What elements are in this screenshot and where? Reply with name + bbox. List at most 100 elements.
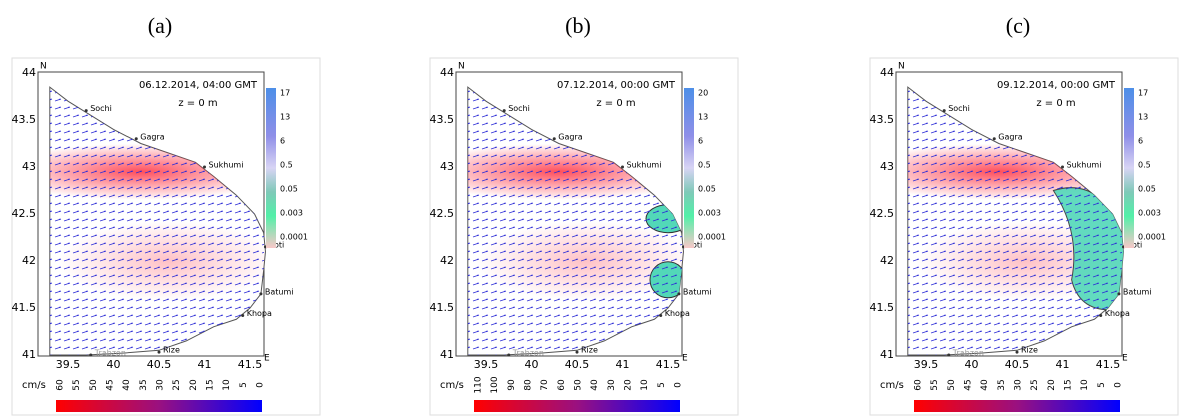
depth: z = 0 m [178, 98, 217, 109]
speed-tick-label: 15 [1064, 379, 1074, 390]
city-label: Trabzon [952, 349, 984, 358]
concentration-label: 13 [1138, 113, 1148, 122]
concentration-label: 0.5 [698, 161, 711, 170]
datetime: 09.12.2014, 00:00 GMT [997, 80, 1116, 91]
speed-tick-label: 30 [1014, 379, 1024, 391]
city-marker [507, 353, 511, 357]
east-label: E [682, 354, 688, 364]
panel-label: (b) [565, 13, 591, 38]
y-tick-label: 42.5 [870, 207, 895, 220]
concentration-label: 0.003 [1138, 209, 1161, 218]
concentration-label: 17 [1138, 89, 1148, 98]
city-label: Gagra [998, 132, 1022, 141]
x-tick-label: 40 [965, 358, 979, 371]
speed-unit: cm/s [880, 380, 904, 391]
speed-tick-label: 0 [674, 382, 684, 388]
concentration-label: 0.5 [280, 161, 293, 170]
city-marker [502, 109, 506, 113]
speed-tick-label: 55 [930, 379, 940, 390]
city-label: Sukhumi [627, 161, 662, 170]
concentration-label: 20 [698, 89, 708, 98]
north-label: N [898, 62, 905, 72]
y-tick-label: 41.5 [12, 301, 37, 314]
depth: z = 0 m [596, 98, 635, 109]
city-marker [157, 350, 161, 354]
speed-tick-label: 40 [590, 379, 600, 391]
city-label: Batumi [265, 287, 294, 296]
speed-tick-label: 45 [106, 379, 116, 390]
city-marker [203, 165, 206, 169]
city-marker [992, 137, 996, 141]
city-marker [241, 314, 245, 318]
x-tick-label: 39.5 [56, 358, 81, 371]
y-tick-label: 41 [880, 348, 894, 361]
city-label: Sukhumi [1067, 161, 1102, 170]
concentration-bar [266, 88, 276, 248]
speed-bar [56, 400, 262, 412]
speed-tick-label: 10 [1080, 379, 1090, 391]
speed-tick-label: 50 [89, 379, 99, 391]
depth: z = 0 m [1036, 98, 1075, 109]
concentration-label: 17 [280, 89, 290, 98]
concentration-label: 0.0001 [1138, 233, 1166, 242]
y-tick-label: 41.5 [430, 301, 455, 314]
y-tick-label: 41 [22, 348, 36, 361]
speed-tick-label: 90 [507, 379, 517, 391]
city-label: Poti [269, 240, 284, 249]
speed-tick-label: 50 [947, 379, 957, 391]
speed-unit: cm/s [22, 380, 46, 391]
city-label: Sochi [948, 104, 970, 113]
city-label: Batumi [1123, 287, 1152, 296]
speed-tick-label: 20 [189, 379, 199, 391]
y-tick-label: 42.5 [12, 207, 37, 220]
speed-tick-label: 40 [122, 379, 132, 391]
x-tick-label: 41.5 [656, 358, 681, 371]
city-label: Rize [163, 346, 180, 355]
city-label: Khopa [665, 309, 690, 318]
city-label: Rize [581, 346, 598, 355]
city-label: Sochi [508, 104, 530, 113]
speed-tick-label: 5 [1097, 382, 1107, 388]
city-label: Trabzon [512, 349, 544, 358]
city-label: Khopa [1105, 309, 1130, 318]
speed-tick-label: 110 [474, 376, 484, 393]
x-tick-label: 40 [525, 358, 539, 371]
speed-tick-label: 35 [997, 379, 1007, 390]
concentration-label: 0.05 [280, 185, 298, 194]
speed-tick-label: 20 [1047, 379, 1057, 391]
concentration-label: 0.0001 [698, 233, 726, 242]
speed-tick-label: 40 [980, 379, 990, 391]
speed-tick-label: 55 [72, 379, 82, 390]
concentration-label: 0.003 [698, 209, 721, 218]
concentration-bar [684, 88, 694, 248]
panel-label: (a) [148, 13, 172, 38]
city-label: Sochi [90, 104, 112, 113]
speed-bar [474, 400, 680, 412]
y-tick-label: 43.5 [430, 113, 455, 126]
city-marker [1099, 314, 1103, 318]
speed-tick-label: 20 [624, 379, 634, 391]
concentration-label: 0.003 [280, 209, 303, 218]
speed-tick-label: 100 [490, 376, 500, 393]
concentration-label: 0.5 [1138, 161, 1151, 170]
city-label: Khopa [247, 309, 272, 318]
speed-tick-label: 35 [139, 379, 149, 390]
speed-tick-label: 70 [540, 379, 550, 391]
city-marker [259, 292, 263, 296]
datetime: 07.12.2014, 00:00 GMT [557, 80, 676, 91]
city-marker [677, 292, 681, 296]
y-tick-label: 43 [880, 160, 894, 173]
city-marker [134, 137, 138, 141]
panel: (c) 39.5 40 40.5 41 41.5 44 43.5 43 42.5 42 41.5 41 N… [869, 13, 1179, 416]
y-tick-label: 41 [440, 348, 454, 361]
speed-bar [914, 400, 1120, 412]
city-label: Trabzon [94, 349, 126, 358]
city-label: Sukhumi [209, 161, 244, 170]
speed-tick-label: 80 [524, 379, 534, 391]
east-label: E [264, 354, 270, 364]
panel-label: (c) [1006, 13, 1030, 38]
y-tick-label: 44 [880, 66, 894, 79]
city-marker [1117, 292, 1121, 296]
city-marker [942, 109, 946, 113]
